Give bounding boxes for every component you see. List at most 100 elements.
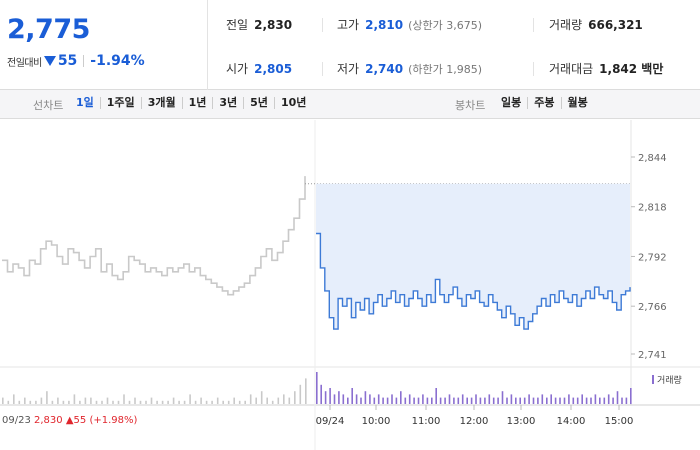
price-summary: 2,775 전일대비 55 -1.94% 전일 2,830 시가 2,805 고가 2… (0, 0, 700, 90)
volume-bar (501, 391, 504, 404)
volume-bar (568, 394, 570, 404)
prev-volume-bar (117, 400, 120, 404)
prev-volume-bar (35, 400, 37, 404)
divider (533, 62, 534, 76)
volume-bar (386, 397, 389, 404)
prev-volume-bar (172, 397, 175, 404)
x-axis: 09/24 10:00 11:00 12:00 13:00 14:00 15:00 (316, 405, 633, 427)
volume-bar (448, 394, 451, 404)
divider (83, 55, 85, 67)
volume-bar (625, 397, 628, 404)
today-price-line (316, 232, 631, 330)
prev-volume-bar (57, 397, 59, 404)
prev-day-close: 2,830 (34, 415, 63, 426)
low-stat: 저가 2,740 (하한가 1,985) (337, 60, 482, 77)
diff-rate: -1.94% (90, 53, 145, 69)
volume-bar (479, 397, 482, 404)
volume-bar (404, 397, 407, 404)
y-tick-label: 2,766 (638, 302, 667, 313)
volume-bar (360, 397, 362, 404)
low-value: 2,740 (365, 62, 404, 76)
volume-legend: 거래량 (652, 373, 682, 386)
prev-volume-bar (24, 397, 26, 404)
volume-bar (342, 394, 345, 404)
volume-bar (630, 388, 632, 404)
tab-1w[interactable]: 1주일 (101, 97, 142, 109)
volume-bar (338, 391, 340, 404)
today-area-fill (316, 183, 630, 330)
volume-bar (426, 397, 429, 404)
volume-bar (439, 397, 442, 404)
y-tick-label: 2,844 (638, 153, 667, 164)
volume-bar (621, 397, 623, 404)
y-tick-label: 2,792 (638, 252, 667, 263)
prev-volume-bar (183, 400, 186, 404)
volume-bar (616, 391, 619, 404)
prev-volume-bar (51, 400, 54, 404)
prev-volume-bar (216, 397, 219, 404)
tab-1y[interactable]: 1년 (183, 97, 214, 109)
candle-tabs: 일봉 주봉 월봉 (495, 97, 594, 109)
prev-volume-bar (150, 397, 153, 404)
tab-weekly-candle[interactable]: 주봉 (528, 97, 562, 109)
volume-bar (382, 397, 384, 404)
prev-volume-bar (139, 400, 142, 404)
prev-volume-bar (62, 400, 65, 404)
prev-volume-bar (249, 394, 252, 404)
prev-volume-bar (288, 397, 291, 404)
volume-bar (537, 397, 539, 404)
x-tick-label: 10:00 (362, 416, 391, 427)
volume-bar (550, 394, 552, 404)
tab-3y[interactable]: 3년 (213, 97, 245, 109)
prev-volume-bar (305, 378, 307, 404)
volume-bar (444, 397, 446, 404)
open-value: 2,805 (254, 62, 293, 76)
volume-bar (324, 391, 327, 404)
volume-bar (453, 397, 455, 404)
prev-volume-bar (277, 397, 280, 404)
low-label: 저가 (337, 62, 360, 76)
prev-volume-bar (161, 400, 164, 404)
tab-10y[interactable]: 10년 (280, 96, 307, 109)
tab-1d[interactable]: 1일 (70, 97, 101, 109)
prev-volume-bar (238, 400, 241, 404)
volume-bar (532, 397, 535, 404)
price-chart[interactable]: 2,844 2,818 2,792 2,766 2,741 09/24 10:00 11:0… (0, 120, 700, 450)
amount-value: 1,842 백만 (599, 62, 664, 76)
prev-volume-bar (101, 400, 103, 404)
volume-bar (329, 388, 331, 404)
prev-volume-bar (90, 397, 92, 404)
volume-bar (484, 397, 486, 404)
volume-bar (461, 394, 464, 404)
divider (322, 62, 323, 76)
volume-bar (435, 388, 437, 404)
prev-volume-bar (260, 391, 263, 404)
volume-bar (528, 394, 530, 404)
price-change-row: 전일대비 55 -1.94% (7, 53, 145, 69)
prev-volume-bar (299, 384, 302, 404)
volume-bar (475, 394, 477, 404)
tab-daily-candle[interactable]: 일봉 (495, 97, 529, 109)
volume-bar (417, 397, 420, 404)
volume-stat: 거래량 666,321 (549, 16, 643, 33)
tab-monthly-candle[interactable]: 월봉 (567, 96, 588, 109)
volume-bar (572, 397, 575, 404)
prev-volume-bar (200, 397, 202, 404)
volume-bar (576, 397, 579, 404)
prev-volume-bar (106, 397, 109, 404)
volume-bar (559, 397, 561, 404)
tab-5y[interactable]: 5년 (244, 97, 275, 109)
prev-volume-bar (112, 400, 114, 404)
volume-bar (395, 397, 398, 404)
upper-limit: (상한가 3,675) (408, 19, 482, 32)
tab-3m[interactable]: 3개월 (142, 97, 183, 109)
prev-volume-bar (167, 400, 169, 404)
prev-day-change: ▲55 (+1.98%) (65, 415, 138, 426)
volume-bar (497, 397, 499, 404)
current-price: 2,775 (7, 14, 90, 45)
prev-volume-bar (266, 397, 268, 404)
prev-volume-bar (244, 400, 246, 404)
volume-bar (369, 394, 371, 404)
price-lines (2, 176, 631, 330)
volume-bar (391, 394, 393, 404)
